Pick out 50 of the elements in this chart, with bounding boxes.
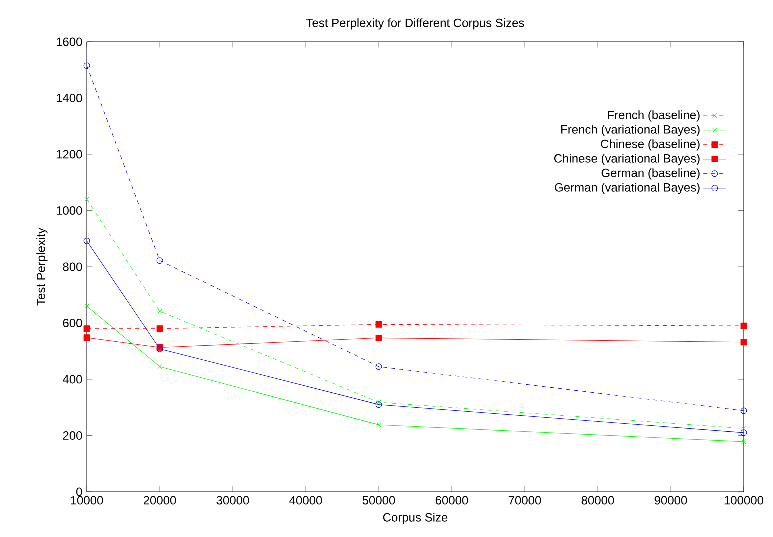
point (156, 326, 164, 332)
y-tick-label: 0 (76, 488, 82, 496)
y-tick-label: 1200 (56, 150, 82, 159)
point (742, 440, 746, 444)
x-tick-label: 60000 (436, 496, 468, 505)
legend-label: German (variational Bayes) (555, 183, 700, 194)
x-axis-title: Corpus Size (383, 513, 448, 524)
x-tick-label: 70000 (508, 496, 542, 505)
y-tick-label: 800 (63, 262, 82, 272)
chart-title: Test Perplexity for Different Corpus Sizes (306, 18, 524, 30)
legend-label: French (baseline) (608, 110, 700, 122)
point (84, 197, 90, 202)
y-tick-label: 200 (63, 431, 82, 440)
point (158, 364, 162, 370)
y-tick-label: 600 (63, 318, 82, 328)
point (376, 400, 382, 405)
y-axis-title: Test Perplexity (36, 228, 48, 306)
legend-label: German (baseline) (602, 168, 700, 180)
point (376, 364, 382, 370)
point (740, 339, 748, 346)
point (376, 321, 382, 328)
y-tick-label: 1600 (56, 38, 82, 46)
y-tick-label: 1000 (56, 206, 82, 216)
point (376, 422, 382, 428)
point (740, 322, 748, 330)
y-tick-label: 400 (62, 375, 82, 384)
x-tick-label: 10000 (71, 496, 104, 505)
y-tick-label: 1400 (56, 94, 82, 103)
legend-label: Chinese (variational Bayes) (554, 154, 700, 166)
point (156, 258, 164, 264)
point (742, 426, 746, 432)
point (158, 309, 162, 314)
point (84, 62, 90, 70)
legend-label: French (variational Bayes) (562, 125, 700, 136)
x-tick-label: 20000 (144, 496, 176, 505)
x-tick-label: 50000 (362, 496, 396, 505)
x-tick-label: 90000 (654, 496, 688, 505)
x-tick-label: 100000 (724, 496, 764, 505)
point (376, 334, 382, 342)
point (84, 334, 90, 342)
point (84, 304, 90, 309)
x-tick-label: 30000 (216, 496, 250, 505)
point (376, 402, 382, 408)
x-tick-label: 40000 (290, 496, 322, 505)
point (84, 326, 90, 332)
legend-label: Chinese (baseline) (601, 140, 700, 151)
point (84, 238, 90, 244)
point (740, 408, 748, 414)
x-tick-label: 80000 (582, 496, 614, 505)
point (740, 430, 748, 436)
